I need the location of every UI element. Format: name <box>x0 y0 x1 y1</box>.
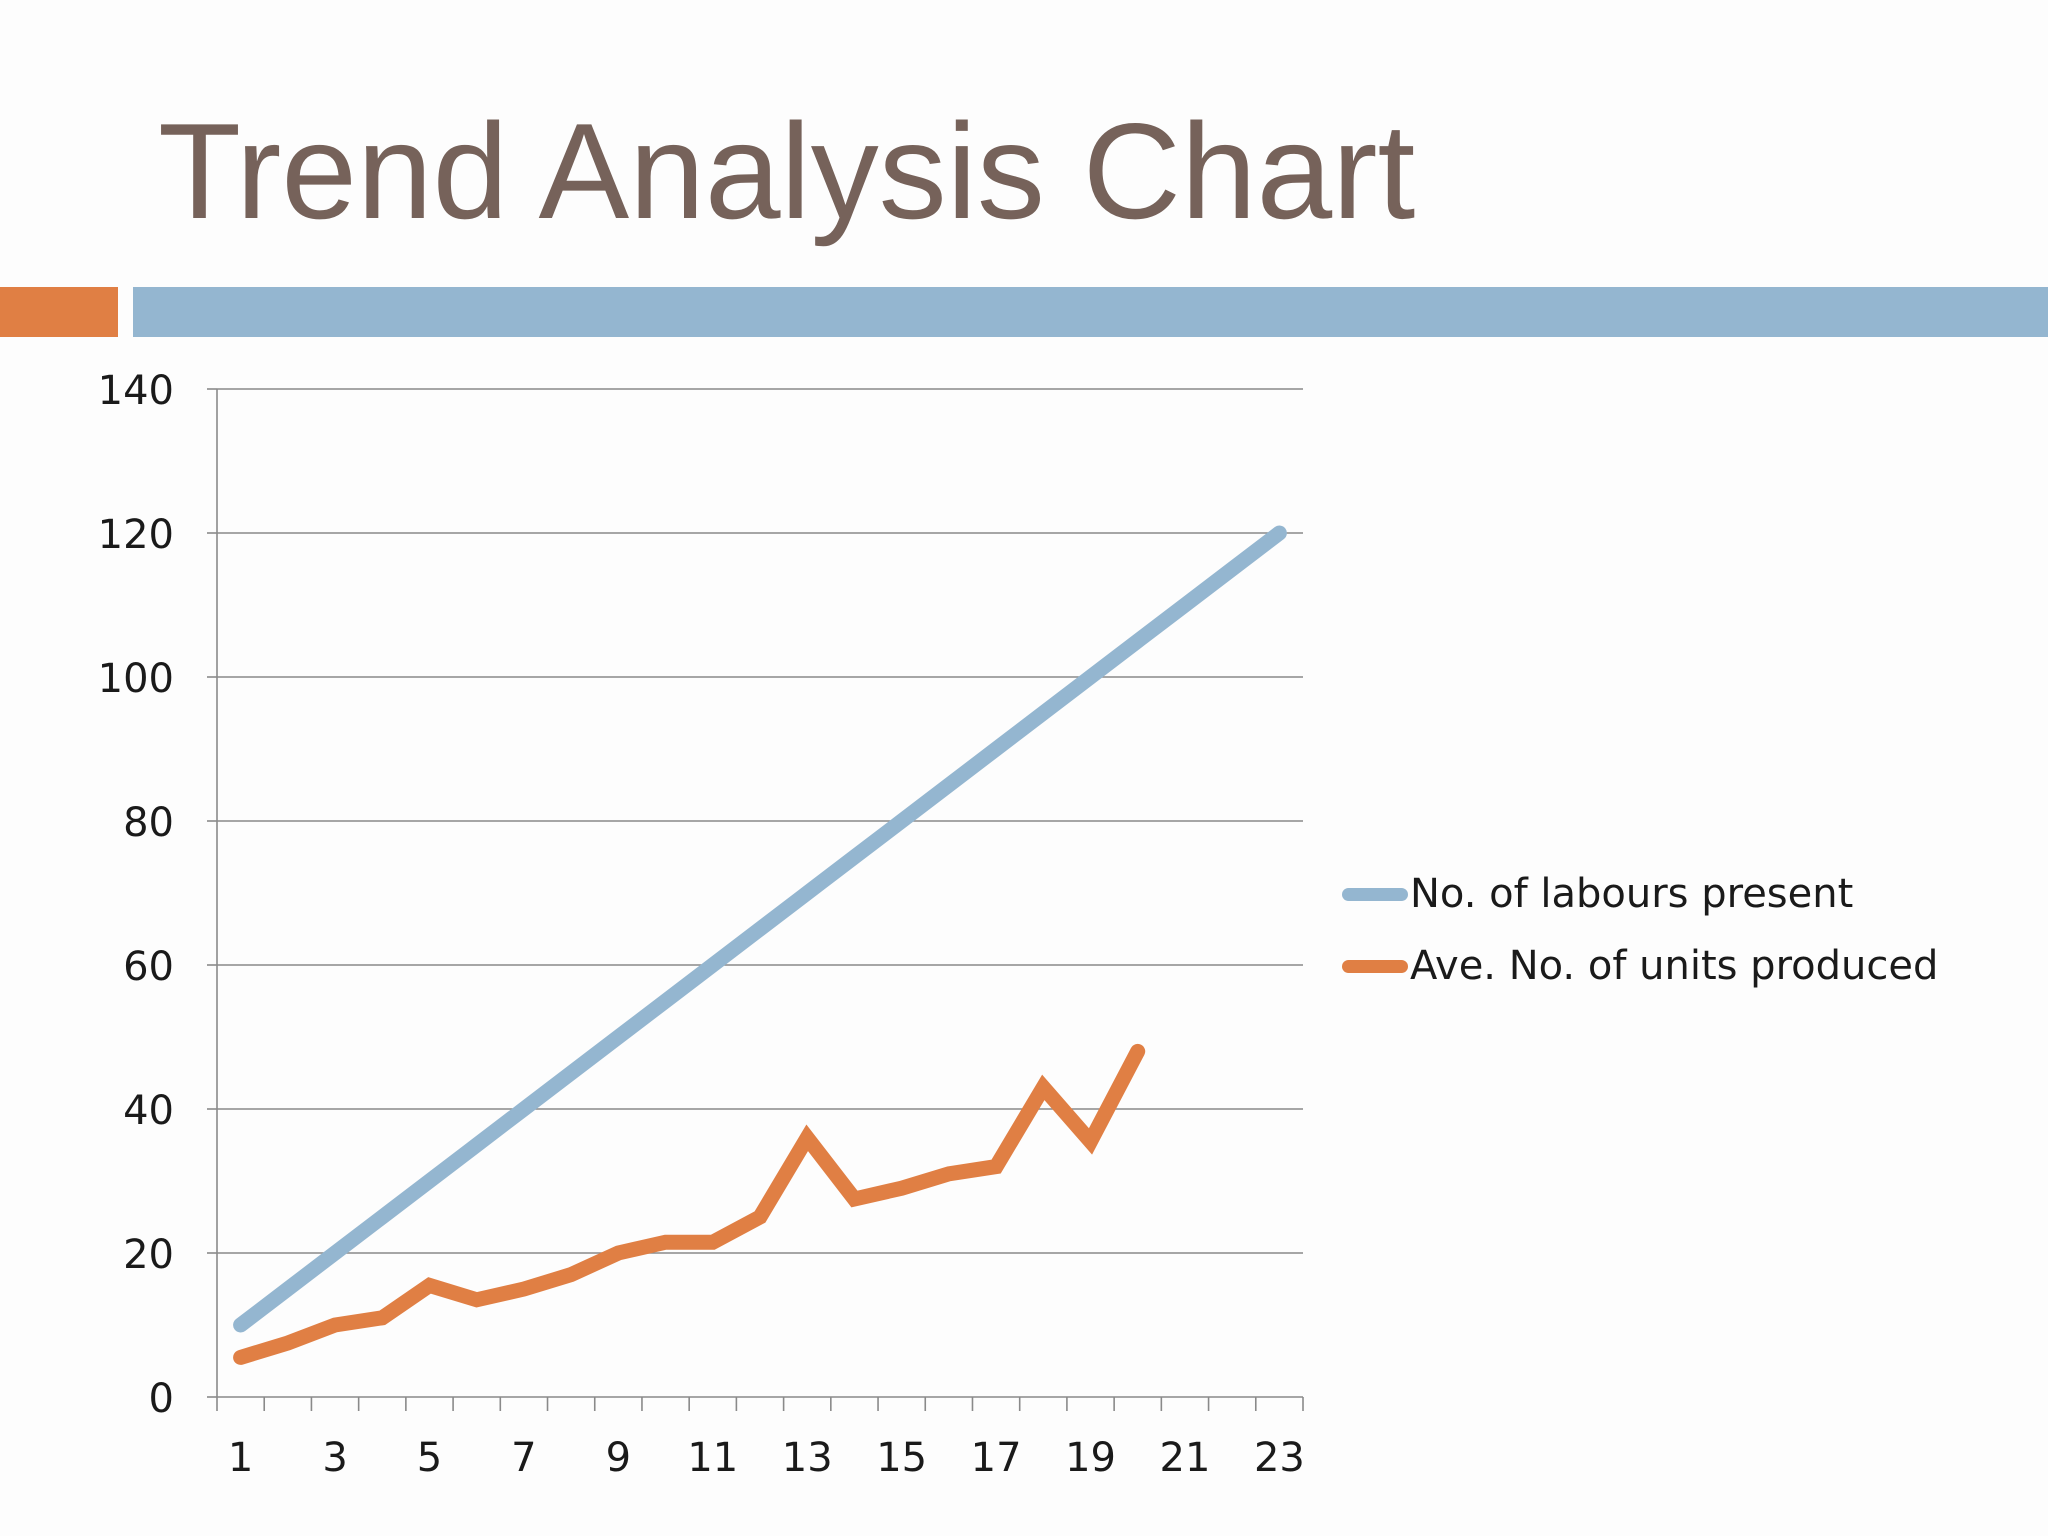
legend-label-labours: No. of labours present <box>1410 871 1854 917</box>
series-line-labours-present <box>233 525 1287 1333</box>
legend-swatch-labours <box>1342 887 1408 901</box>
x-tick-label: 23 <box>1254 1435 1305 1481</box>
series-lines <box>233 525 1287 1365</box>
accent-bar-orange <box>0 287 118 337</box>
x-tick-label: 3 <box>322 1435 347 1481</box>
chart-legend: No. of labours present Ave. No. of units… <box>1342 858 1938 1002</box>
x-tick-label: 13 <box>782 1435 833 1481</box>
y-tick-label: 140 <box>98 368 174 414</box>
series-line-units-produced <box>233 1043 1146 1365</box>
legend-swatch-units <box>1342 959 1408 973</box>
y-tick-label: 0 <box>149 1376 174 1422</box>
slide-title: Trend Analysis Chart <box>158 95 1416 247</box>
y-tick-label: 80 <box>123 800 174 846</box>
y-tick-label: 20 <box>123 1232 174 1278</box>
y-tick-label: 100 <box>98 656 174 702</box>
accent-bar-blue <box>133 287 2048 337</box>
x-tick-label: 1 <box>228 1435 253 1481</box>
x-tick-label: 17 <box>971 1435 1022 1481</box>
legend-label-units: Ave. No. of units produced <box>1410 943 1939 989</box>
gridlines <box>217 388 1303 1254</box>
legend-item-units: Ave. No. of units produced <box>1342 930 1938 1002</box>
x-tick-label: 9 <box>606 1435 631 1481</box>
y-tick-label: 40 <box>123 1088 174 1134</box>
legend-item-labours: No. of labours present <box>1342 858 1938 930</box>
x-tick-label: 19 <box>1065 1435 1116 1481</box>
x-tick-label: 5 <box>417 1435 442 1481</box>
y-tick-label: 120 <box>98 512 174 558</box>
y-tick-label: 60 <box>123 944 174 990</box>
x-tick-label: 21 <box>1160 1435 1211 1481</box>
x-tick-label: 7 <box>511 1435 536 1481</box>
axes <box>207 388 1304 1411</box>
x-tick-label: 15 <box>876 1435 927 1481</box>
x-tick-label: 11 <box>687 1435 738 1481</box>
